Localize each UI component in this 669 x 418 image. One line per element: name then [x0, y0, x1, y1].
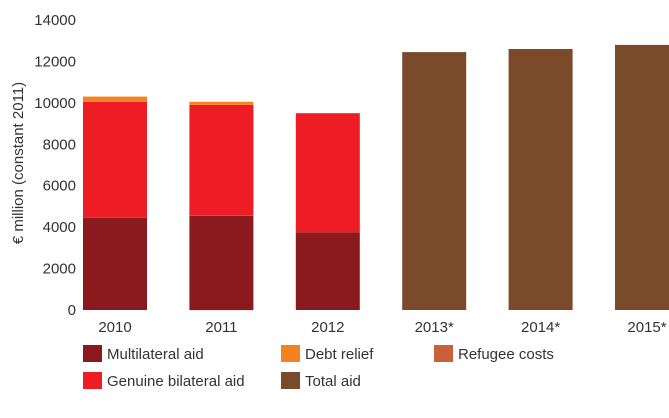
- y-tick-label-4000: 4000: [43, 219, 76, 236]
- x-tick-label-2014: 2014*: [521, 319, 560, 336]
- legend-swatch-2: [281, 345, 300, 362]
- x-tick-label-2012: 2012: [311, 319, 344, 336]
- x-tick-label-2015: 2015*: [627, 319, 666, 336]
- legend-swatch-0: [83, 345, 102, 362]
- y-tick-label-14000: 14000: [34, 12, 76, 29]
- legend-label-1: Genuine bilateral aid: [107, 373, 245, 390]
- bar-2013-series-4: [402, 52, 467, 310]
- legend-label-2: Debt relief: [305, 346, 374, 363]
- bar-2012-series-1: [295, 113, 360, 233]
- legend: Multilateral aid Debt relief Refugee costs…: [83, 345, 554, 390]
- legend-label-4: Total aid: [305, 373, 361, 390]
- legend-swatch-1: [83, 372, 102, 389]
- x-tick-label-2013: 2013*: [415, 319, 454, 336]
- x-tick-label-2011: 2011: [205, 319, 237, 336]
- y-tick-label-12000: 12000: [34, 53, 76, 70]
- bar-2010-series-0: [83, 217, 147, 310]
- legend-swatch-4: [281, 372, 300, 389]
- y-tick-label-2000: 2000: [43, 261, 76, 278]
- y-tick-label-8000: 8000: [43, 136, 76, 153]
- bar-2011-series-1: [189, 104, 254, 216]
- y-axis-title-group: € million (constant 2011): [10, 82, 27, 244]
- bars: [83, 44, 669, 311]
- bar-2012-series-0: [295, 232, 360, 310]
- bar-2011-series-2: [189, 101, 254, 105]
- y-tick-label-0: 0: [68, 302, 76, 319]
- y-axis-title: € million (constant 2011): [10, 82, 27, 244]
- bar-2010-series-1: [83, 101, 147, 218]
- y-tick-label-6000: 6000: [43, 178, 76, 195]
- bar-2010-series-2: [83, 96, 147, 102]
- bar-2014-series-4: [508, 49, 573, 310]
- legend-swatch-3: [434, 345, 453, 362]
- y-tick-label-10000: 10000: [34, 95, 76, 112]
- bar-2011-series-0: [189, 215, 254, 311]
- bar-2015-series-4: [615, 44, 669, 311]
- x-tick-label-2010: 2010: [98, 319, 131, 336]
- legend-label-3: Refugee costs: [458, 346, 554, 363]
- y-tick-labels: 0 2000 4000 6000 8000 10000 12000 14000: [34, 12, 76, 319]
- legend-label-0: Multilateral aid: [107, 346, 204, 363]
- x-tick-labels: 2010 2011 2012 2013* 2014* 2015*: [98, 319, 666, 336]
